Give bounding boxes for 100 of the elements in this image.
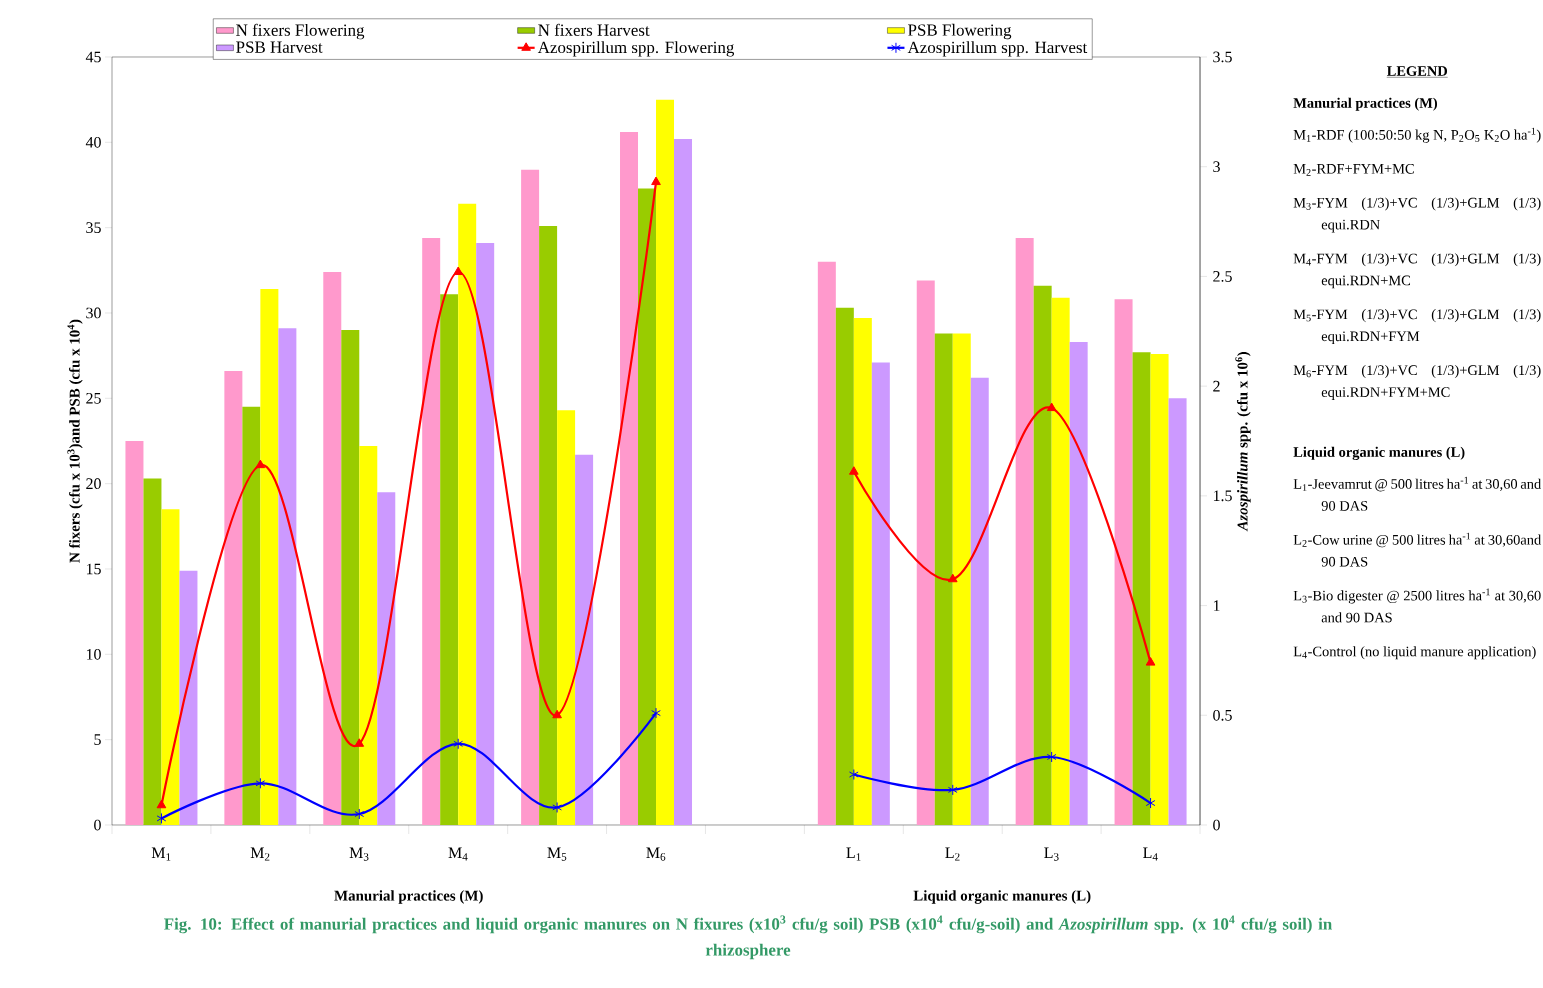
- y2-tick-label: 0: [1213, 819, 1220, 831]
- legend-label: N fixers Harvest: [538, 23, 650, 36]
- y-tick-label: 25: [86, 392, 101, 404]
- y-tick-label: 0: [94, 819, 101, 831]
- text: Manurial practices (M): [1293, 97, 1438, 111]
- y-tick-label: 15: [86, 563, 101, 575]
- point: [156, 812, 167, 824]
- bar: [853, 318, 872, 825]
- bar: [934, 333, 953, 825]
- bar: [161, 509, 180, 825]
- bar: [575, 454, 594, 825]
- bar: [970, 377, 989, 825]
- x-tick-label: L$_{2}$: [945, 847, 960, 861]
- text: L$_{3}$-Bio digester @ 2500 litres ha$^{-1}$ at 30,60 and 90 DAS: [1293, 588, 1541, 623]
- point: [552, 709, 562, 719]
- point: [651, 707, 661, 719]
- text: M$_{3}$-FYM (1/3)+VC (1/3)+GLM (1/3) equi.RDN: [1293, 197, 1541, 233]
- bar: [674, 138, 693, 825]
- text: LEGEND: [1386, 66, 1448, 76]
- bar: [557, 410, 576, 825]
- bar: [143, 478, 162, 825]
- bar: [1168, 398, 1187, 825]
- bar: [620, 132, 639, 825]
- y2-tick-label: 2: [1213, 380, 1220, 392]
- y-tick-label: 30: [86, 307, 101, 319]
- legend-label: N fixers Flowering: [236, 23, 365, 40]
- bar: [638, 188, 657, 825]
- point: [453, 266, 464, 276]
- legend-label: PSB Flowering: [908, 23, 1012, 40]
- x-tick-label: M$_{4}$: [448, 847, 468, 861]
- text: M$_{2}$-RDF+FYM+MC: [1293, 163, 1414, 176]
- legend-label: Azospirillum spp. Flowering: [537, 41, 735, 57]
- x-tick-label: L$_{4}$: [1143, 847, 1158, 861]
- x-tick-label: M$_{6}$: [646, 847, 666, 861]
- bar: [871, 362, 890, 825]
- point: [453, 738, 464, 750]
- legend-label: Azospirillum spp. Harvest: [907, 41, 1088, 57]
- bar: [1132, 352, 1151, 825]
- bar: [1069, 342, 1088, 825]
- point: [1046, 751, 1057, 763]
- point: [947, 573, 958, 583]
- bar: [179, 570, 198, 825]
- bar: [260, 289, 279, 825]
- text: L$_{1}$-Jeevamrut @ 500 litres ha$^{-1}$ at 30,60 and 90 DAS: [1293, 476, 1542, 511]
- point: [849, 769, 859, 781]
- bar: [1114, 299, 1133, 825]
- bar: [1150, 353, 1169, 825]
- point: [156, 799, 167, 809]
- bar: [278, 328, 297, 825]
- y-tick-label: 20: [86, 478, 101, 490]
- point: [354, 738, 365, 747]
- point: [255, 777, 266, 789]
- y2-axis-title: Azospirillum spp. (cfu x 10$^{6}$): [1235, 352, 1251, 532]
- text: M$_{6}$-FYM (1/3)+VC (1/3)+GLM (1/3) equi.RDN+FYM+MC: [1293, 364, 1541, 400]
- bar: [1051, 297, 1070, 825]
- point: [552, 801, 562, 813]
- y2-tick-label: 3.5: [1213, 51, 1232, 63]
- bar: [1033, 285, 1052, 825]
- x-tick-label: M$_{3}$: [349, 847, 369, 861]
- x-tick-label: L$_{3}$: [1044, 847, 1059, 861]
- point: [947, 784, 958, 796]
- y2-tick-label: 1: [1213, 600, 1220, 611]
- text: Liquid organic manures (L): [913, 890, 1091, 904]
- bar: [440, 294, 459, 825]
- chart-title: Fig. 10: Effect of manurial practices and liquid organic manures on N fixures (x10$^{3}$ cfu/g soil) PSB (x10$^{4}$ cfu/g-soil) and Azospirillum spp. (x 10$^{4}$ cfu/g soil) in rhizosphere: [164, 915, 1332, 960]
- bar: [341, 330, 360, 825]
- y2-tick-label: 1.5: [1213, 490, 1232, 502]
- bar: [359, 446, 378, 825]
- bar: [916, 280, 935, 825]
- text: M$_{1}$-RDF (100:50:50 kg N, P$_{2}$O$_{5}$ K$_{2}$O ha$^{-1}$): [1293, 127, 1541, 143]
- bar: [817, 261, 836, 825]
- y-tick-label: 40: [85, 136, 101, 148]
- bar: [323, 272, 342, 825]
- y-tick-label: 45: [85, 51, 101, 63]
- bar: [458, 203, 477, 825]
- y2-tick-label: 0.5: [1213, 709, 1232, 721]
- bar: [1015, 237, 1034, 825]
- text: M$_{5}$-FYM (1/3)+VC (1/3)+GLM (1/3) equi.RDN+FYM: [1293, 309, 1541, 345]
- bar: [224, 371, 243, 825]
- y-tick-label: 10: [86, 648, 101, 660]
- y-tick-label: 35: [86, 222, 101, 234]
- bar: [835, 307, 854, 825]
- text: M$_{4}$-FYM (1/3)+VC (1/3)+GLM (1/3) equi.RDN+MC: [1293, 253, 1541, 289]
- text: L$_{2}$-Cow urine @ 500 litres ha$^{-1}$ at 30,60and 90 DAS: [1293, 532, 1542, 567]
- y-axis-title: N fixers (cfu x 10$^{3}$)and PSB (cfu x 10$^{4}$): [67, 319, 83, 563]
- point: [651, 176, 661, 186]
- bar: [952, 333, 971, 825]
- bar: [539, 225, 558, 825]
- bar: [521, 169, 540, 825]
- x-tick-label: M$_{5}$: [547, 847, 567, 861]
- y2-tick-label: 2.5: [1213, 271, 1232, 282]
- bar: [377, 492, 396, 825]
- x-tick-label: L$_{1}$: [846, 847, 861, 861]
- y2-tick-label: 3: [1213, 161, 1220, 173]
- bar: [656, 99, 675, 825]
- point: [1046, 402, 1057, 412]
- text: L$_{4}$-Control (no liquid manure application): [1293, 646, 1536, 660]
- text: Liquid organic manures (L): [1293, 446, 1465, 460]
- bar: [125, 440, 144, 825]
- point: [354, 808, 365, 820]
